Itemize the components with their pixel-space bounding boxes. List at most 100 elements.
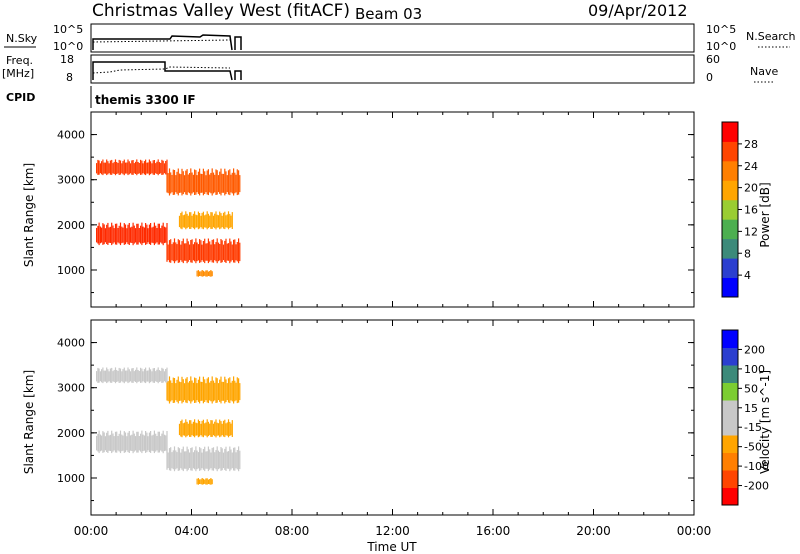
echo-cell [197, 270, 199, 277]
echo-cell [157, 431, 159, 453]
echo-cell [230, 174, 232, 193]
echo-cell [157, 223, 159, 245]
echo-cell [197, 211, 199, 230]
echo-cell [207, 421, 209, 437]
echo-cell [131, 160, 133, 175]
echo-cell [102, 223, 104, 245]
echo-cell [239, 450, 241, 470]
echo-cell [202, 376, 204, 404]
echo-cell [138, 436, 140, 451]
echo-cell [205, 243, 207, 261]
echo-cell [215, 211, 217, 230]
echo-cell [101, 227, 103, 243]
echo-cell [214, 213, 216, 229]
echo-cell [171, 244, 173, 261]
echo-cell [180, 244, 182, 261]
echo-cell [210, 270, 212, 277]
echo-cell [220, 421, 222, 437]
colorbar-swatch [722, 160, 738, 181]
echo-cell [104, 228, 106, 243]
echo-cell [153, 160, 155, 175]
echo-cell [216, 214, 218, 228]
echo-cell [221, 215, 223, 228]
echo-cell [196, 450, 198, 470]
echo-cell [173, 238, 176, 264]
echo-cell [217, 242, 220, 262]
echo-cell [177, 239, 179, 263]
echo-cell [112, 225, 114, 244]
echo-cell [226, 383, 228, 401]
echo-cell [184, 422, 186, 436]
colorbar-tick-label: 8 [744, 247, 751, 260]
echo-cell [180, 421, 182, 437]
colorbar-swatch [722, 199, 738, 220]
echo-cell [187, 241, 189, 262]
echo-cell [189, 381, 191, 402]
echo-cell [226, 243, 228, 261]
echo-cell [235, 174, 237, 193]
echo-cell [224, 211, 226, 230]
echo-cell [195, 378, 197, 403]
echo-cell [205, 478, 207, 485]
echo-cell [135, 436, 137, 451]
colorbar-swatch [722, 122, 738, 142]
echo-band [96, 367, 168, 384]
echo-cell [219, 452, 221, 469]
echo-cell [207, 446, 209, 472]
echo-cell [113, 436, 115, 451]
echo-cell [225, 423, 227, 436]
echo-cell [156, 369, 158, 382]
echo-cell [227, 419, 230, 438]
echo-cell [206, 170, 208, 195]
echo-cell [108, 371, 110, 382]
power-data [96, 159, 241, 277]
echo-cell [224, 419, 226, 438]
echo-cell [162, 368, 164, 383]
colorbar-swatch [722, 219, 738, 240]
echo-cell [216, 238, 218, 264]
echo-cell [96, 435, 98, 451]
echo-cell [121, 226, 123, 244]
echo-cell [123, 159, 125, 176]
echo-cell [216, 422, 218, 436]
echo-cell [225, 379, 227, 402]
echo-cell [216, 446, 218, 472]
echo-cell [227, 451, 230, 469]
echo-cell [157, 367, 159, 384]
echo-cell [206, 478, 208, 485]
echo-cell [172, 377, 174, 403]
echo-cell [214, 452, 216, 469]
power-colorbar-label: Power [dB] [758, 182, 772, 247]
echo-cell [182, 171, 184, 195]
echo-cell [170, 239, 172, 263]
echo-cell [221, 423, 223, 436]
echo-cell [177, 168, 179, 196]
echo-cell [133, 371, 135, 382]
echo-cell [166, 449, 168, 470]
echo-cell [145, 159, 147, 176]
echo-cell [210, 212, 212, 229]
echo-cell [101, 161, 103, 175]
echo-cell [146, 162, 148, 174]
echo-cell [140, 367, 142, 383]
colorbar-tick-label: 28 [744, 138, 758, 151]
echo-cell [225, 215, 227, 228]
echo-cell [111, 367, 113, 383]
echo-cell [156, 436, 158, 451]
echo-cell [211, 168, 213, 196]
echo-cell [99, 226, 101, 244]
echo-cell [231, 244, 233, 261]
echo-cell [201, 270, 203, 277]
nave-trace [92, 66, 231, 74]
echo-cell [119, 222, 122, 246]
echo-cell [205, 175, 207, 193]
colorbar-swatch [722, 452, 738, 471]
freq-trace [92, 61, 242, 81]
echo-cell [206, 451, 208, 469]
echo-cell [196, 242, 198, 262]
echo-cell [106, 367, 108, 384]
echo-cell [123, 223, 125, 245]
echo-cell [133, 433, 135, 452]
echo-cell [225, 446, 227, 471]
echo-cell [210, 172, 212, 194]
